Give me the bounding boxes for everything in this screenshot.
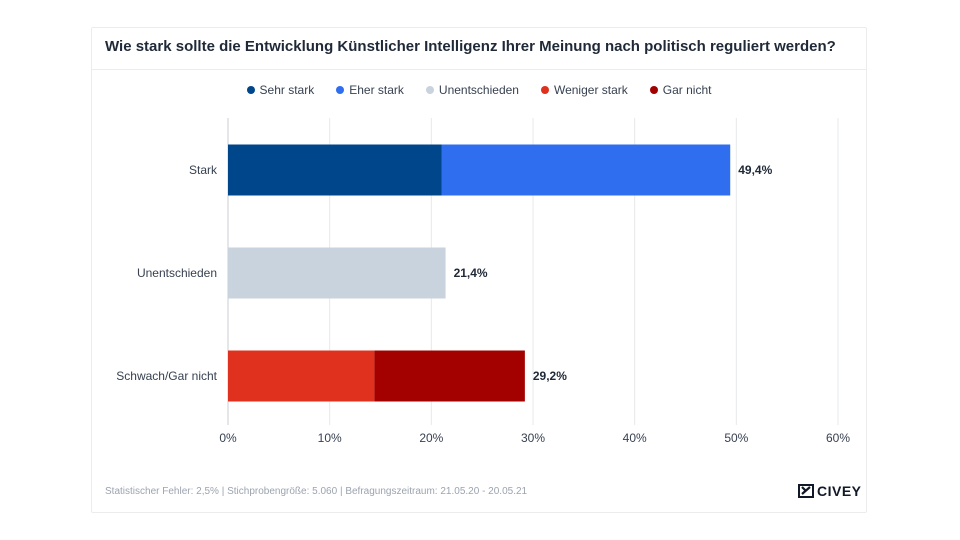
legend-item-unentschieden: Unentschieden — [425, 83, 519, 97]
legend-dot-gar-nicht — [649, 86, 658, 94]
legend-dot-unentschieden — [425, 86, 434, 94]
civey-logo-icon — [798, 484, 814, 498]
logo-text: CIVEY — [817, 483, 862, 499]
chart-card — [91, 27, 867, 513]
chart-title: Wie stark sollte die Entwicklung Künstli… — [105, 38, 836, 55]
legend-label-unentschieden: Unentschieden — [438, 83, 519, 97]
legend-label-eher-stark: Eher stark — [349, 83, 404, 97]
total-label-unentschieden: 21,4% — [454, 266, 488, 280]
bar-unentschieden-unentschieden — [228, 247, 446, 299]
legend-item-weniger-stark: Weniger stark — [540, 83, 628, 97]
civey-logo: CIVEY — [798, 483, 862, 499]
legend-item-eher-stark: Eher stark — [336, 83, 404, 97]
category-label-unentschieden: Unentschieden — [137, 266, 217, 280]
x-tick-label-3: 30% — [521, 431, 545, 445]
legend-dot-sehr-stark — [246, 86, 255, 94]
legend-label-weniger-stark: Weniger stark — [553, 83, 628, 97]
bar-schwach-gar-nicht-weniger-stark — [228, 350, 375, 402]
x-tick-label-5: 50% — [724, 431, 748, 445]
x-tick-label-1: 10% — [318, 431, 342, 445]
legend-dot-weniger-stark — [540, 86, 549, 94]
legend-dot-eher-stark — [336, 86, 345, 94]
bar-schwach-gar-nicht-gar-nicht — [374, 350, 525, 402]
total-label-schwach-gar-nicht: 29,2% — [533, 369, 567, 383]
legend-label-gar-nicht: Gar nicht — [662, 83, 712, 97]
total-label-stark: 49,4% — [738, 163, 772, 177]
footer-note: Statistischer Fehler: 2,5% | Stichproben… — [105, 486, 528, 497]
x-tick-label-2: 20% — [419, 431, 443, 445]
legend-item-sehr-stark: Sehr stark — [246, 83, 315, 97]
x-tick-label-0: 0% — [219, 431, 237, 445]
x-tick-label-4: 40% — [623, 431, 647, 445]
category-label-schwach-gar-nicht: Schwach/Gar nicht — [116, 369, 217, 383]
x-tick-label-6: 60% — [826, 431, 850, 445]
category-label-stark: Stark — [189, 163, 218, 177]
bar-stark-sehr-stark — [228, 144, 442, 196]
legend-label-sehr-stark: Sehr stark — [259, 83, 315, 97]
bar-stark-eher-stark — [441, 144, 731, 196]
legend-item-gar-nicht: Gar nicht — [649, 83, 712, 97]
title-divider — [92, 69, 866, 70]
legend: Sehr stark Eher stark Unentschieden Weni… — [91, 83, 867, 97]
